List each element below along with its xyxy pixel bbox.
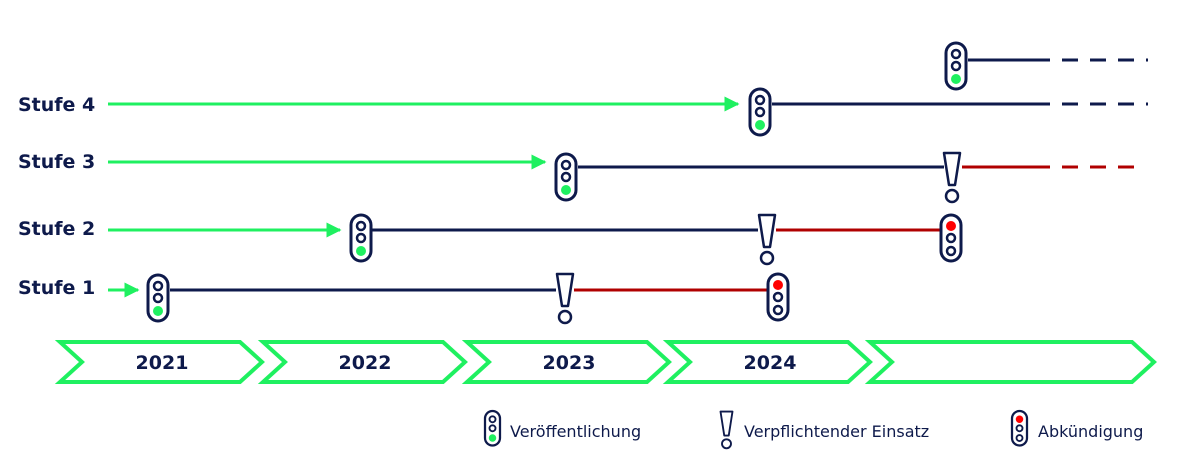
publication-icon xyxy=(349,213,373,263)
publication-icon xyxy=(748,87,772,137)
stage-label-3: Stufe 3 xyxy=(18,151,95,173)
timeline-row-stufe-2 xyxy=(108,213,963,266)
publication-icon xyxy=(483,409,502,447)
legend-label-mandatory: Verpflichtender Einsatz xyxy=(744,422,929,441)
publication-icon xyxy=(944,41,968,91)
discontinuation-icon xyxy=(939,213,963,263)
legend: Veröffentlichung Verpflichtender Einsatz… xyxy=(483,409,1143,450)
year-chevron-row: 2021 2022 2023 2024 xyxy=(54,340,1157,384)
timeline-row-stufe-4 xyxy=(108,87,1148,137)
year-chevron-2021: 2021 xyxy=(54,340,265,384)
discontinuation-icon xyxy=(766,272,790,322)
legend-label-discontinuation: Abkündigung xyxy=(1038,422,1143,441)
stage-label-4: Stufe 4 xyxy=(18,94,95,116)
timeline-row-stufe-3 xyxy=(108,151,1140,204)
stage-label-1: Stufe 1 xyxy=(18,277,95,299)
legend-item-mandatory: Verpflichtender Einsatz xyxy=(719,410,929,450)
timeline-row-stufe-1 xyxy=(108,272,790,325)
year-label: 2021 xyxy=(136,352,189,374)
discontinuation-icon xyxy=(1010,409,1029,447)
year-chevron-2024: 2024 xyxy=(662,340,873,384)
publication-icon xyxy=(554,152,578,202)
year-chevron-2023: 2023 xyxy=(461,340,672,384)
timeline-row-top xyxy=(944,41,1148,91)
year-label: 2022 xyxy=(339,352,392,374)
mandatory-icon xyxy=(942,151,962,204)
mandatory-icon xyxy=(555,272,575,325)
legend-item-publication: Veröffentlichung xyxy=(483,409,641,447)
publication-icon xyxy=(146,273,170,323)
year-chevron-future xyxy=(864,340,1157,384)
legend-item-discontinuation: Abkündigung xyxy=(1010,409,1143,447)
year-label: 2024 xyxy=(744,352,797,374)
mandatory-icon xyxy=(757,213,777,266)
stage-label-2: Stufe 2 xyxy=(18,218,95,240)
legend-label-publication: Veröffentlichung xyxy=(510,422,641,441)
year-chevron-2022: 2022 xyxy=(257,340,468,384)
mandatory-icon xyxy=(719,410,734,450)
year-label: 2023 xyxy=(543,352,596,374)
